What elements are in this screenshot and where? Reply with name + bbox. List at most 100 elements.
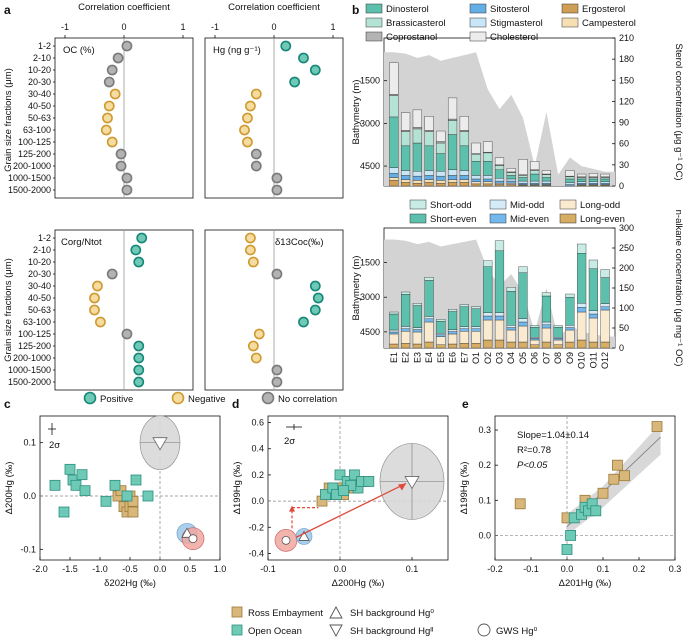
panel-b-bar-segment xyxy=(483,141,493,153)
panel-c-gws-hg0-marker xyxy=(188,534,198,544)
panel-b-bar-segment xyxy=(471,154,481,162)
panel-b-legend-swatch xyxy=(409,213,427,224)
panel-b-bar-segment xyxy=(447,309,458,312)
panel-b-bar-segment xyxy=(506,175,516,180)
panel-a-xtick: -1 xyxy=(211,22,219,32)
panel-b-bar-segment xyxy=(588,268,598,311)
panel-e-xtick: 0.0 xyxy=(561,564,574,574)
panel-d-ytick: 0.0 xyxy=(251,496,264,506)
panel-a-point xyxy=(121,184,133,196)
panel-e-ocean-point xyxy=(590,505,602,517)
panel-b-category: O5 xyxy=(518,352,528,364)
panel-c-xtick: 1.0 xyxy=(214,564,227,574)
panel-b-bar-segment xyxy=(459,179,469,183)
panel-b-bar-segment xyxy=(471,326,481,329)
panel-b-bar-segment xyxy=(389,313,399,331)
panel-b-bar-segment xyxy=(436,182,446,187)
panel-b-category: O2 xyxy=(483,352,493,364)
panel-c-ocean-point xyxy=(121,490,133,502)
panel-a-point xyxy=(253,328,265,340)
panel-e-ytick: 0.3 xyxy=(478,425,491,435)
panel-b-bar-segment xyxy=(530,339,540,346)
panel-b-legend-label: Cholesterol xyxy=(490,32,538,43)
panel-b-y2label: Sterol concentration (μg g⁻¹ OC) xyxy=(673,43,684,180)
panel-b-legend-label: Dinosterol xyxy=(386,4,429,15)
panel-a-category: 63-100 xyxy=(23,317,51,327)
legend-gws-hg0-marker xyxy=(477,623,491,637)
panel-d-xtick: 0.1 xyxy=(406,564,419,574)
panel-b-bar-segment xyxy=(541,170,552,175)
panel-b-ytick: 3000 xyxy=(360,118,380,128)
panel-b-bar-segment xyxy=(553,327,563,338)
panel-b-bar-segment xyxy=(494,312,505,317)
panel-b-legend-swatch xyxy=(561,17,579,28)
panel-b-bar-segment xyxy=(565,184,575,187)
panel-b-category: O12 xyxy=(600,352,610,369)
panel-a-point xyxy=(298,316,309,328)
panel-b-bar-segment xyxy=(600,341,610,349)
panel-a-point xyxy=(121,172,133,184)
panel-b-bar-segment xyxy=(600,178,610,182)
panel-a-legend-marker xyxy=(171,391,185,405)
panel-b-bar-segment xyxy=(447,331,458,335)
panel-d-scatter: -0.1 0.0 0.1 -0.4 -0.2 0.0 0.2 0.4 0.6 Δ200Hg (‰)… xyxy=(232,415,449,589)
panel-c-ocean-point xyxy=(49,479,61,491)
panel-a-xtick: 1 xyxy=(330,22,335,32)
panel-a-xtick: -1 xyxy=(61,22,69,32)
panel-b-bar-segment xyxy=(530,338,540,341)
panel-b-legend-label: Long-odd xyxy=(580,200,620,211)
panel-b-bar-segment xyxy=(401,294,411,327)
panel-a-ylabel: Grain size fractions (μm) xyxy=(3,258,14,362)
panel-b-bar-segment xyxy=(565,341,575,349)
panel-b-bar-segment xyxy=(401,326,411,329)
panel-c-ocean-point xyxy=(142,490,154,502)
panel-a-point xyxy=(242,136,253,148)
panel-c-ytick: 0.1 xyxy=(23,438,36,448)
panel-b-bar-segment xyxy=(530,327,540,338)
panel-b-category: O8 xyxy=(553,352,563,364)
panel-b-y2tick: 60 xyxy=(619,139,629,149)
panel-b-bar-segment xyxy=(436,153,446,172)
panel-c-ocean-point xyxy=(70,479,82,491)
panel-b-bar-segment xyxy=(588,173,598,178)
panel-b-bar-segment xyxy=(494,319,505,341)
panel-b-bar-segment xyxy=(494,184,505,187)
panel-a-legend-label: Negative xyxy=(188,394,226,405)
panel-b-legend-swatch xyxy=(489,213,507,224)
panel-b-y2tick: 180 xyxy=(619,54,634,64)
panel-e-ross-point xyxy=(597,487,609,499)
panel-a-point xyxy=(247,340,259,352)
panel-a-point xyxy=(271,268,283,280)
panel-b-bar-segment xyxy=(401,170,411,176)
panel-b-category: O7 xyxy=(541,352,551,364)
panel-a-point xyxy=(100,124,112,136)
panel-b-bar-segment xyxy=(518,177,528,182)
panel-d-ylabel: Δ199Hg (‰) xyxy=(232,462,243,515)
panel-a-point xyxy=(271,172,283,184)
panel-b-category: E1 xyxy=(389,352,399,363)
panel-b-bar-segment xyxy=(412,175,422,181)
panel-b-ylabel: Bathymetry (m) xyxy=(351,256,362,321)
panel-a-point xyxy=(289,76,301,88)
panel-a-category: 40-50 xyxy=(28,293,51,303)
panel-b-bar-segment xyxy=(577,303,587,308)
panel-b-bar-segment xyxy=(459,306,469,327)
panel-d-ytick: 0.6 xyxy=(251,418,264,428)
panel-b-bar-segment xyxy=(412,109,422,128)
panel-b-bar-segment xyxy=(436,130,446,142)
panel-a-point xyxy=(115,160,127,172)
panel-a-category: 1-2 xyxy=(38,233,51,243)
panel-b-category: O10 xyxy=(577,352,587,369)
panel-b-bar-segment xyxy=(424,175,434,180)
panel-a-category: 1-2 xyxy=(38,41,51,51)
panel-b-bar-segment xyxy=(518,266,528,273)
panel-b-bar-segment xyxy=(471,183,481,187)
panel-b-bar-segment xyxy=(600,182,610,185)
panel-b-bar-segment xyxy=(506,178,516,182)
panel-a-top-title: Correlation coefficient xyxy=(78,2,170,13)
panel-c-ocean-point xyxy=(76,469,88,481)
panel-b-bar-segment xyxy=(424,179,434,183)
panel-a-ylabel: Grain size fractions (μm) xyxy=(3,68,14,172)
panel-b-bar-segment xyxy=(389,331,399,335)
panel-b-bar-segment xyxy=(447,97,458,120)
